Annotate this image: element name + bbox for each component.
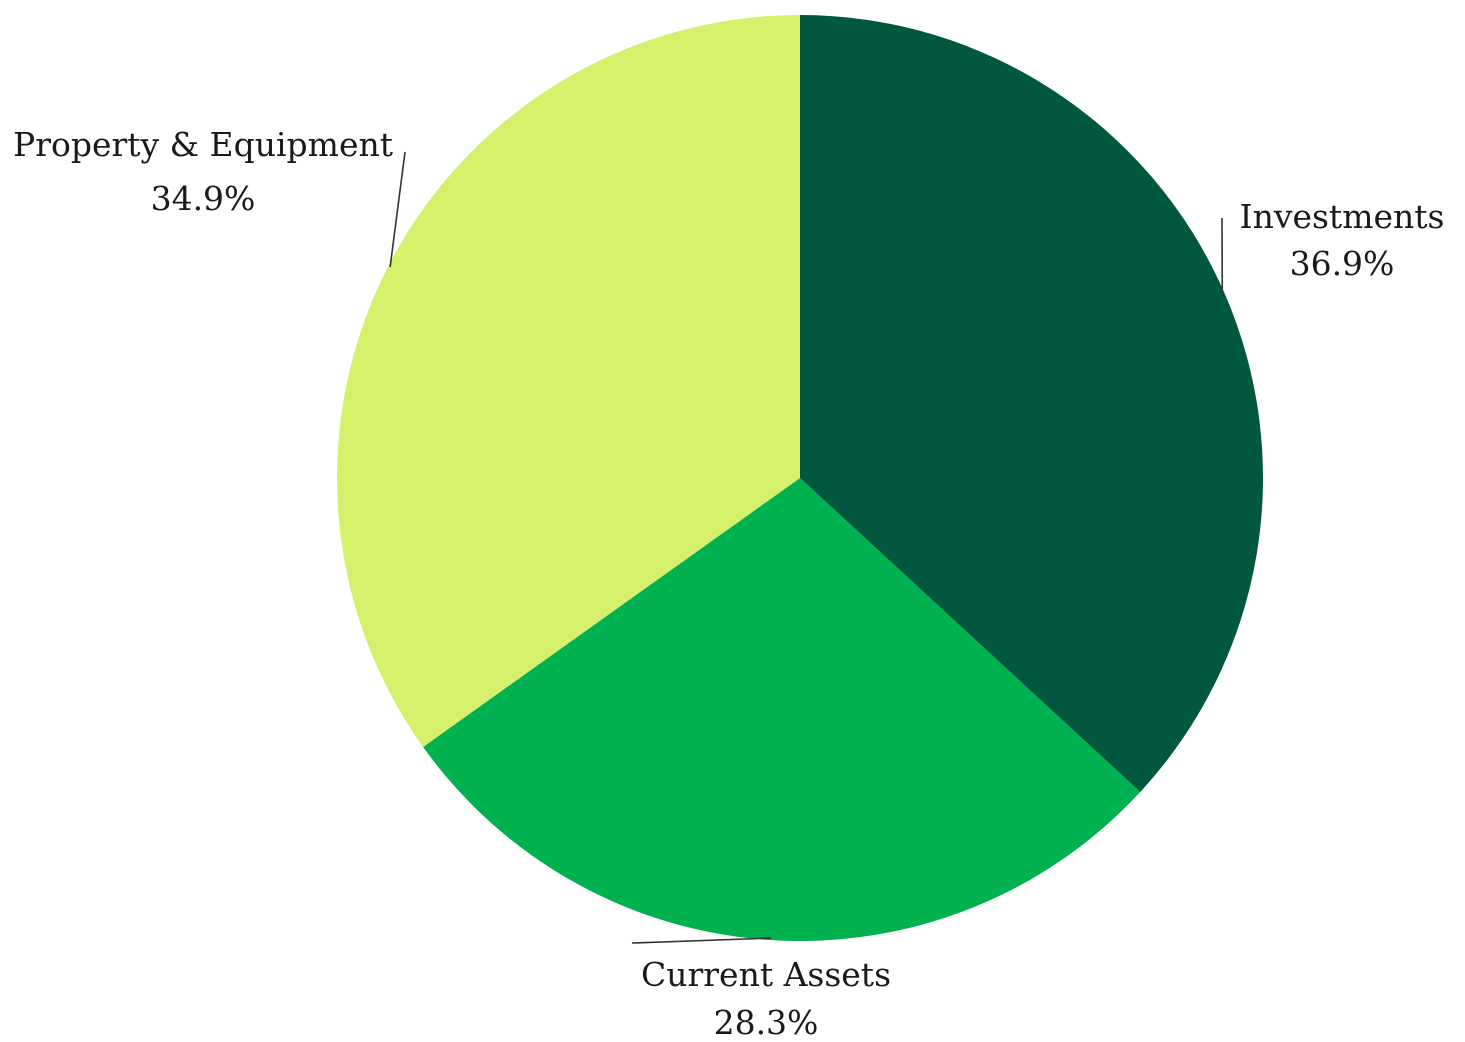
pie-slice-property-equipment — [336, 15, 800, 747]
pie-slice-current-assets — [423, 478, 1141, 942]
slice-labels: Investments 36.9% Current Assets 28.3% Prope… — [13, 125, 1444, 1042]
leader-lines — [389, 151, 1224, 944]
leader-line — [631, 937, 772, 944]
slice-percentage: 34.9% — [151, 179, 256, 218]
slice-percentage: 36.9% — [1290, 244, 1395, 283]
pie-slice-investments — [800, 15, 1264, 793]
slice-label: Current Assets — [641, 955, 891, 994]
slice-label: Investments — [1240, 197, 1445, 236]
leader-line — [389, 151, 406, 268]
pie-slices — [336, 15, 1264, 942]
slice-percentage: 28.3% — [714, 1003, 819, 1042]
slice-label: Property & Equipment — [13, 125, 393, 164]
